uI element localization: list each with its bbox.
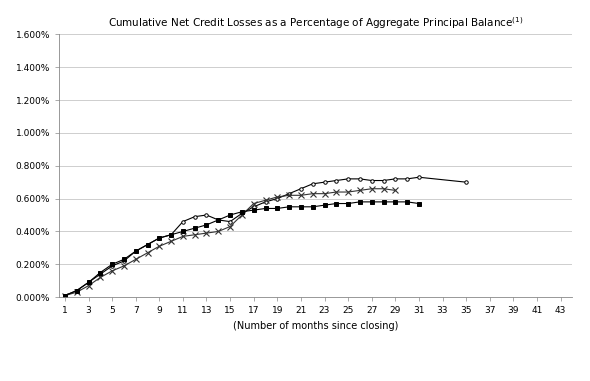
2004-C	[132, 249, 139, 253]
2004-C	[85, 280, 92, 285]
2004-A	[156, 236, 163, 240]
2004-A	[404, 176, 411, 181]
2004-B	[392, 188, 399, 193]
2004-A	[179, 219, 186, 224]
2004-B	[85, 283, 92, 288]
Title: Cumulative Net Credit Losses as a Percentage of Aggregate Principal Balance$^{(1: Cumulative Net Credit Losses as a Percen…	[108, 16, 523, 31]
2004-B	[321, 191, 328, 196]
2004-A	[415, 175, 422, 179]
2004-B	[297, 193, 304, 198]
2004-A	[61, 293, 68, 298]
2004-B	[179, 234, 186, 239]
2004-A	[215, 218, 222, 222]
2004-C	[215, 218, 222, 222]
2004-C	[333, 201, 340, 206]
2004-A	[227, 219, 234, 224]
2004-C	[262, 206, 269, 211]
2004-A	[120, 259, 127, 263]
2004-C	[203, 223, 210, 227]
2004-A	[309, 181, 316, 186]
2004-A	[168, 232, 175, 237]
2004-C	[97, 270, 104, 275]
2004-B	[274, 195, 281, 199]
2004-B	[368, 186, 375, 191]
Line: 2004-C: 2004-C	[63, 199, 421, 298]
2004-A	[274, 196, 281, 201]
2004-C	[415, 201, 422, 206]
2004-B	[132, 257, 139, 262]
2004-B	[203, 231, 210, 235]
2004-C	[392, 200, 399, 204]
2004-A	[238, 211, 245, 216]
2004-C	[274, 206, 281, 211]
2004-A	[73, 288, 80, 293]
2004-B	[120, 264, 127, 268]
2004-C	[297, 205, 304, 209]
2004-C	[309, 205, 316, 209]
2004-C	[250, 208, 257, 212]
X-axis label: (Number of months since closing): (Number of months since closing)	[233, 321, 398, 331]
2004-A	[132, 249, 139, 253]
2004-B	[238, 213, 245, 217]
2004-C	[238, 210, 245, 214]
2004-B	[333, 190, 340, 194]
2004-C	[144, 242, 151, 247]
2004-B	[380, 186, 387, 191]
2004-B	[156, 244, 163, 248]
2004-B	[345, 190, 352, 194]
2004-A	[85, 280, 92, 285]
Line: 2004-B: 2004-B	[62, 186, 398, 298]
2004-C	[227, 213, 234, 217]
2004-A	[380, 178, 387, 183]
2004-B	[215, 229, 222, 234]
2004-C	[345, 201, 352, 206]
2004-C	[404, 200, 411, 204]
2004-A	[97, 272, 104, 277]
2004-B	[286, 193, 293, 198]
2004-A	[321, 180, 328, 184]
2004-B	[73, 290, 80, 295]
2004-C	[109, 262, 116, 267]
2004-C	[286, 205, 293, 209]
2004-B	[109, 269, 116, 273]
2004-C	[191, 226, 198, 231]
2004-A	[297, 186, 304, 191]
2004-B	[227, 224, 234, 229]
2004-A	[392, 176, 399, 181]
2004-A	[250, 205, 257, 209]
2004-B	[262, 198, 269, 203]
2004-B	[309, 191, 316, 196]
2004-B	[144, 251, 151, 255]
2004-B	[191, 232, 198, 237]
2004-C	[380, 200, 387, 204]
2004-B	[250, 201, 257, 206]
2004-C	[120, 257, 127, 262]
2004-A	[333, 178, 340, 183]
2004-C	[61, 293, 68, 298]
2004-A	[368, 178, 375, 183]
2004-A	[109, 264, 116, 268]
2004-A	[191, 215, 198, 219]
2004-B	[168, 239, 175, 243]
2004-A	[286, 191, 293, 196]
2004-A	[356, 176, 363, 181]
2004-C	[156, 236, 163, 240]
2004-C	[356, 200, 363, 204]
2004-B	[97, 275, 104, 280]
2004-C	[368, 200, 375, 204]
2004-A	[262, 200, 269, 204]
2004-B	[356, 188, 363, 193]
2004-C	[168, 232, 175, 237]
2004-C	[321, 203, 328, 207]
Line: 2004-A: 2004-A	[63, 176, 468, 297]
2004-B	[61, 293, 68, 298]
2004-A	[144, 242, 151, 247]
2004-A	[463, 180, 470, 184]
2004-C	[179, 229, 186, 234]
2004-A	[203, 213, 210, 217]
2004-A	[345, 176, 352, 181]
2004-C	[73, 288, 80, 293]
